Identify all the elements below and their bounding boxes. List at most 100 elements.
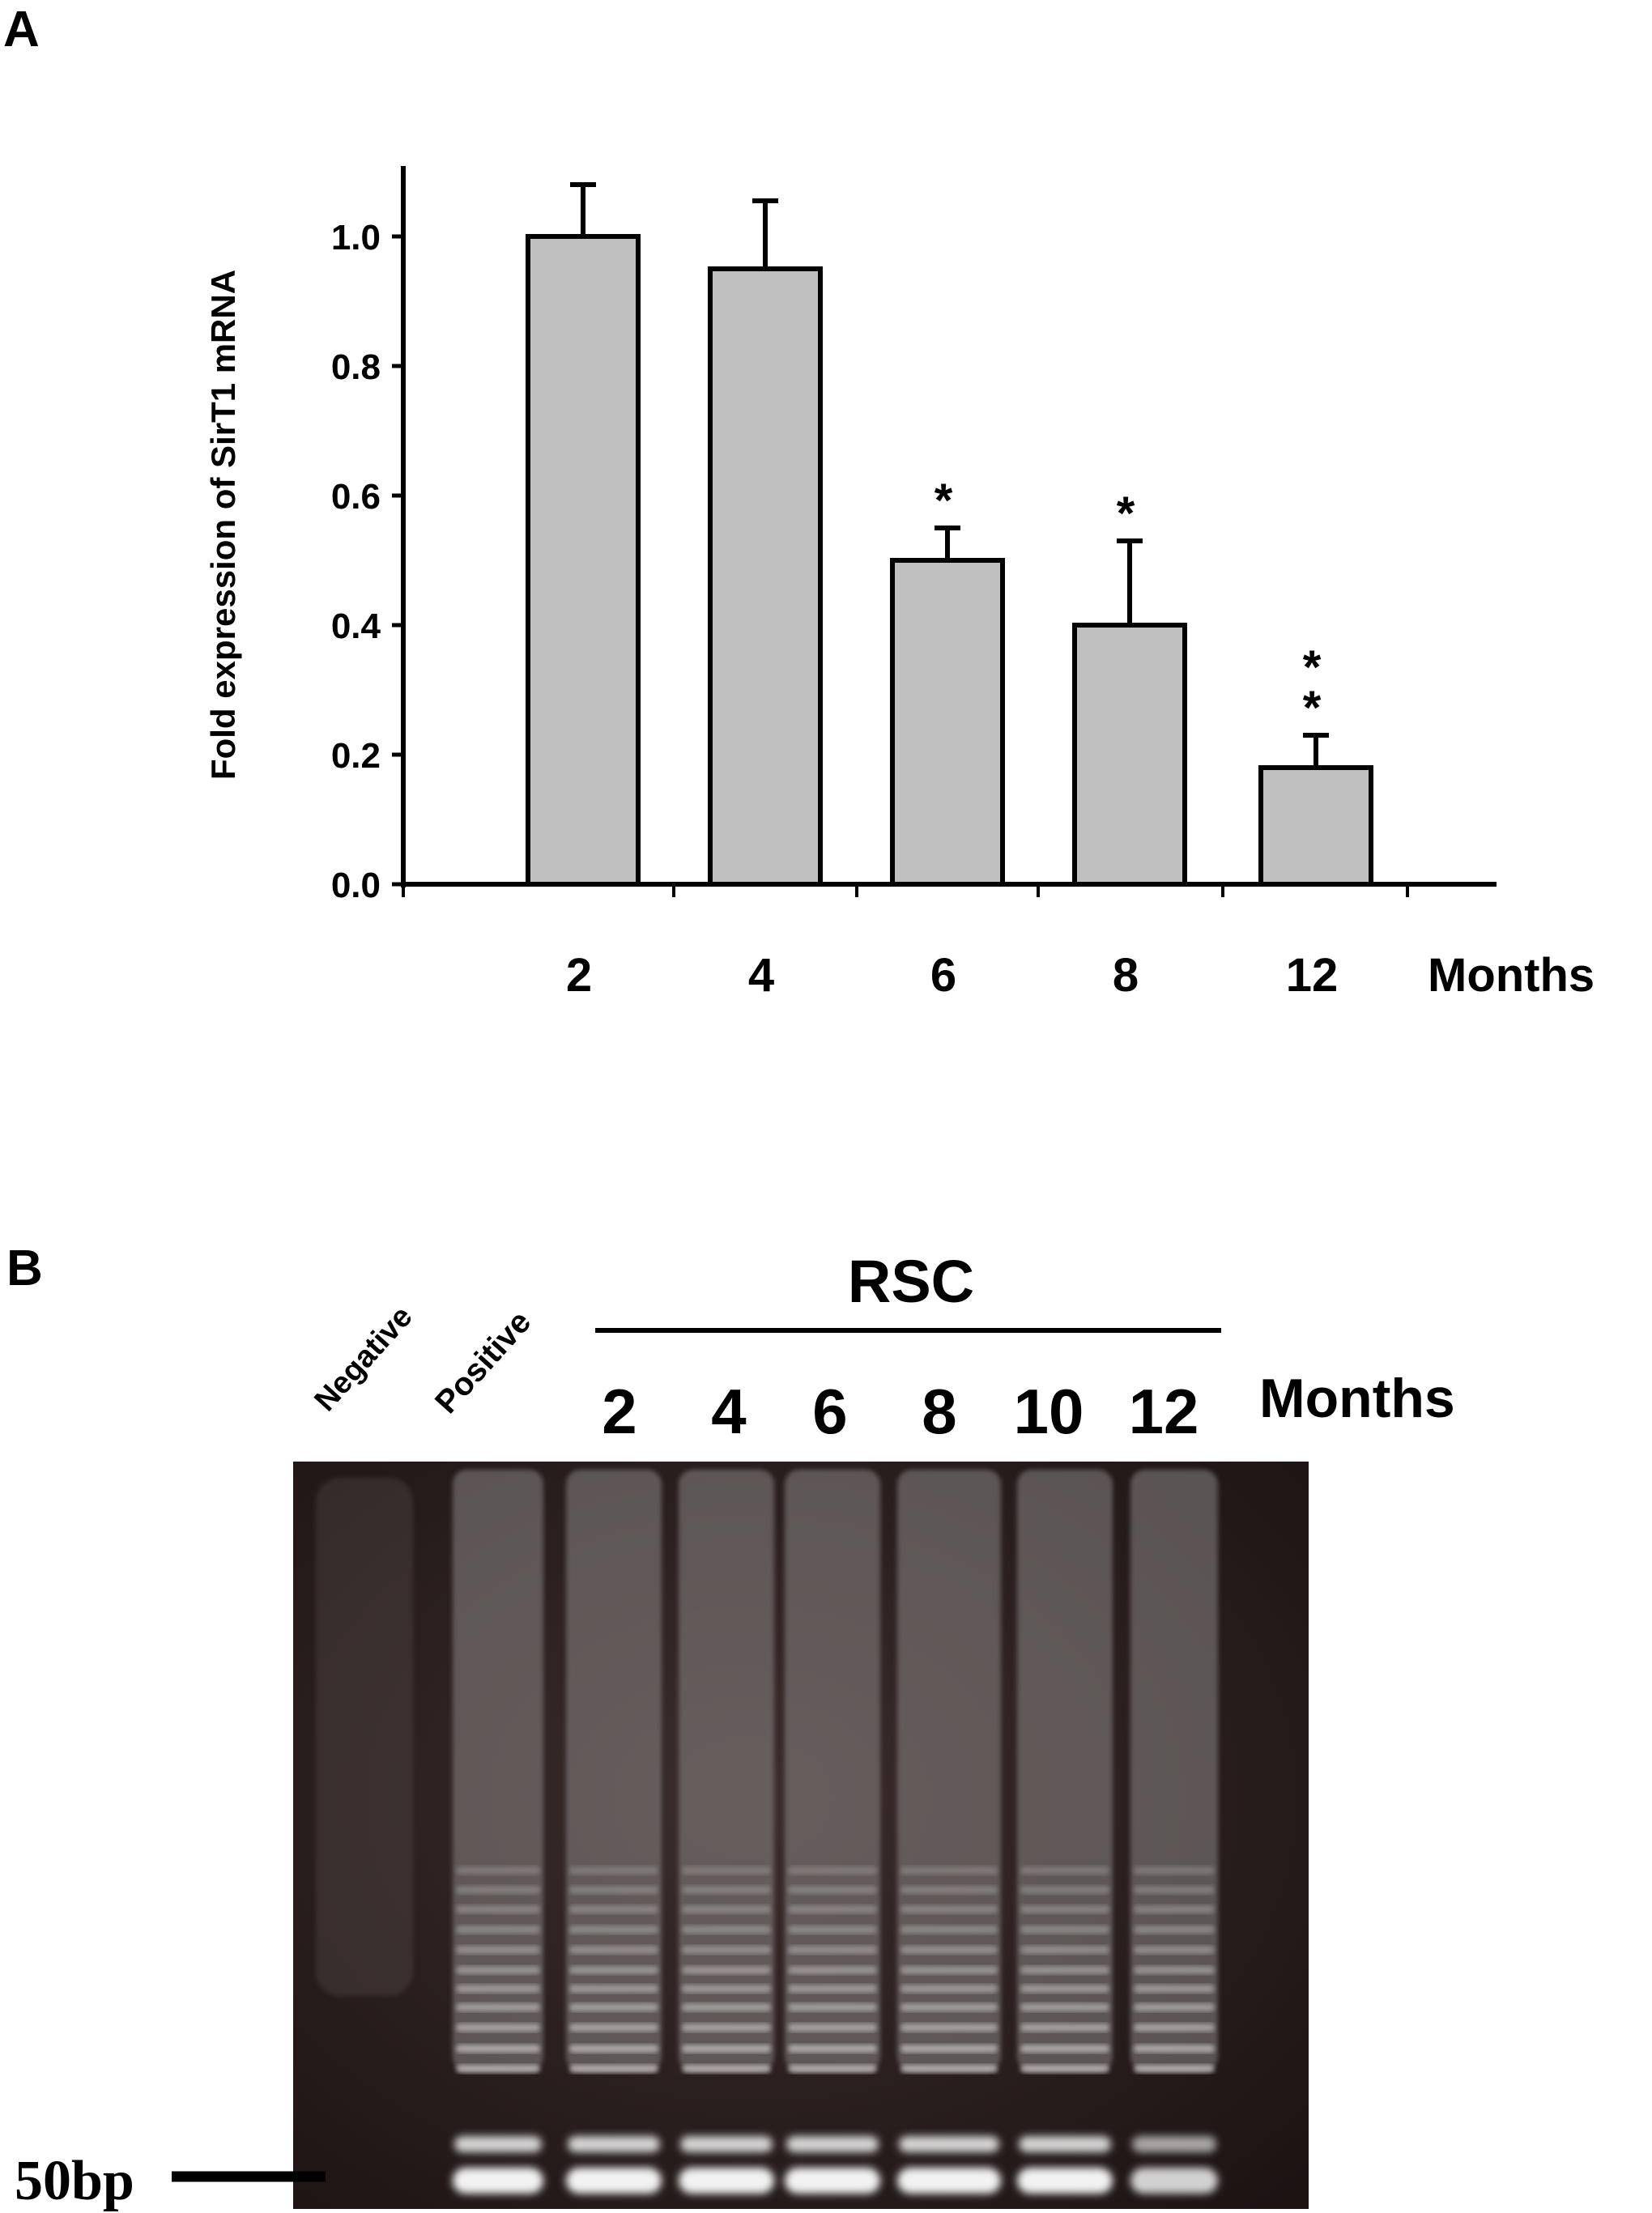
gel-ladder-band bbox=[901, 2065, 998, 2073]
gel-band-50bp bbox=[1130, 2168, 1218, 2194]
gel-ladder-band bbox=[788, 2045, 877, 2053]
gel-ladder-band bbox=[682, 1926, 771, 1934]
significance-star: * bbox=[1303, 682, 1322, 734]
gel-ladder-band bbox=[456, 2003, 540, 2011]
bar bbox=[708, 266, 823, 887]
y-tick-label: 0.2 bbox=[331, 736, 381, 776]
gel-ladder-band bbox=[1134, 1926, 1215, 1934]
gel-lane bbox=[566, 1470, 662, 2071]
gel-ladder-band bbox=[569, 2003, 658, 2011]
x-tick-label: 4 bbox=[748, 949, 774, 1002]
x-tick-label: 8 bbox=[1113, 949, 1139, 1002]
gel-ladder-band bbox=[569, 1946, 658, 1954]
gel-ladder-band bbox=[682, 1866, 771, 1875]
gel-ladder-band bbox=[569, 1926, 658, 1934]
gel-ladder-band bbox=[1134, 1905, 1215, 1913]
gel-ladder-band bbox=[569, 2045, 658, 2053]
y-tick-label: 1.0 bbox=[331, 218, 381, 257]
gel-ladder-band bbox=[1020, 1905, 1109, 1913]
gel-ladder-band bbox=[456, 1946, 540, 1954]
gel-ladder-band bbox=[1134, 1985, 1215, 1993]
gel-ladder-band bbox=[1134, 1866, 1215, 1875]
gel-lane bbox=[1130, 1470, 1218, 2071]
lane-label-positive: Positive bbox=[428, 1304, 538, 1420]
group-label: RSC bbox=[848, 1248, 974, 1315]
gel-ladder-band bbox=[682, 2045, 771, 2053]
gel-ladder-band bbox=[569, 1966, 658, 1974]
gel-lane-negative bbox=[316, 1478, 413, 1996]
gel-ladder-band bbox=[901, 1866, 998, 1875]
gel-ladder-band bbox=[1020, 1946, 1109, 1954]
gel-ladder-band bbox=[901, 2003, 998, 2011]
gel-ladder-band bbox=[788, 2065, 877, 2073]
gel-ladder-band bbox=[788, 1866, 877, 1875]
gel-ladder-band bbox=[901, 1926, 998, 1934]
gel-band-50bp bbox=[453, 2168, 543, 2194]
gel-ladder-band bbox=[456, 1866, 540, 1875]
gel-ladder-band bbox=[1020, 2065, 1109, 2073]
gel-band-upper bbox=[899, 2136, 999, 2152]
gel-ladder-band bbox=[788, 1886, 877, 1894]
gel-band-50bp bbox=[566, 2168, 662, 2194]
gel-ladder-band bbox=[1020, 1926, 1109, 1934]
gel-ladder-band bbox=[1020, 2003, 1109, 2011]
x-tick-label: 6 bbox=[930, 949, 956, 1002]
gel-ladder-band bbox=[456, 1926, 540, 1934]
gel-ladder-band bbox=[456, 1985, 540, 1993]
significance-star: * bbox=[1117, 487, 1135, 540]
gel-ladder-band bbox=[1020, 1966, 1109, 1974]
gel-ladder-band bbox=[682, 1886, 771, 1894]
gel-ladder-band bbox=[901, 1946, 998, 1954]
gel-ladder-band bbox=[569, 1866, 658, 1875]
gel-ladder-band bbox=[456, 2024, 540, 2032]
gel-ladder-band bbox=[788, 1985, 877, 1993]
gel-ladder-band bbox=[788, 1926, 877, 1934]
gel-ladder-band bbox=[788, 1946, 877, 1954]
gel-ladder-band bbox=[569, 1905, 658, 1913]
gel-ladder-band bbox=[1020, 2024, 1109, 2032]
gel-ladder-band bbox=[569, 1886, 658, 1894]
gel-lane bbox=[897, 1470, 1001, 2071]
y-tick-label: 0.0 bbox=[331, 866, 381, 905]
gel-ladder-band bbox=[569, 2065, 658, 2073]
gel-ladder-band bbox=[788, 1966, 877, 1974]
y-tick-label: 0.4 bbox=[331, 606, 381, 646]
gel-band-upper bbox=[454, 2136, 542, 2152]
gel-ladder-band bbox=[788, 1905, 877, 1913]
month-label: 6 bbox=[812, 1376, 847, 1447]
gel-ladder-band bbox=[1134, 1886, 1215, 1894]
gel-band-upper bbox=[1132, 2136, 1216, 2152]
y-tick-label: 0.6 bbox=[331, 477, 381, 517]
bar bbox=[890, 558, 1005, 887]
gel-lane bbox=[453, 1470, 543, 2071]
gel-ladder-band bbox=[1020, 2045, 1109, 2053]
gel-band-upper bbox=[568, 2136, 660, 2152]
gel-lane bbox=[785, 1470, 880, 2071]
x-tick-label: 2 bbox=[566, 949, 592, 1002]
lane-label-negative: Negative bbox=[308, 1300, 419, 1418]
gel-band-upper bbox=[680, 2136, 773, 2152]
gel-ladder-band bbox=[682, 2003, 771, 2011]
gel-lane bbox=[1017, 1470, 1113, 2071]
month-label: 10 bbox=[1014, 1376, 1084, 1447]
gel-ladder-band bbox=[569, 1985, 658, 1993]
marker-label: 50bp bbox=[15, 2150, 134, 2212]
gel-ladder-band bbox=[682, 2065, 771, 2073]
gel-ladder-band bbox=[682, 1985, 771, 1993]
gel-ladder-band bbox=[1020, 1866, 1109, 1875]
gel-ladder-band bbox=[1020, 1985, 1109, 1993]
gel-ladder-band bbox=[569, 2024, 658, 2032]
gel-ladder-band bbox=[901, 2024, 998, 2032]
gel-ladder-band bbox=[1134, 2065, 1215, 2073]
gel-ladder-band bbox=[1020, 1886, 1109, 1894]
gel-ladder-band bbox=[456, 1886, 540, 1894]
bar bbox=[526, 234, 641, 887]
gel-ladder-band bbox=[901, 2045, 998, 2053]
gel-ladder-band bbox=[682, 2024, 771, 2032]
gel-ladder-band bbox=[788, 2003, 877, 2011]
significance-star: * bbox=[935, 475, 953, 527]
gel-band-50bp bbox=[785, 2168, 880, 2194]
gel-ladder-band bbox=[901, 1966, 998, 1974]
gel-ladder-band bbox=[682, 1905, 771, 1913]
